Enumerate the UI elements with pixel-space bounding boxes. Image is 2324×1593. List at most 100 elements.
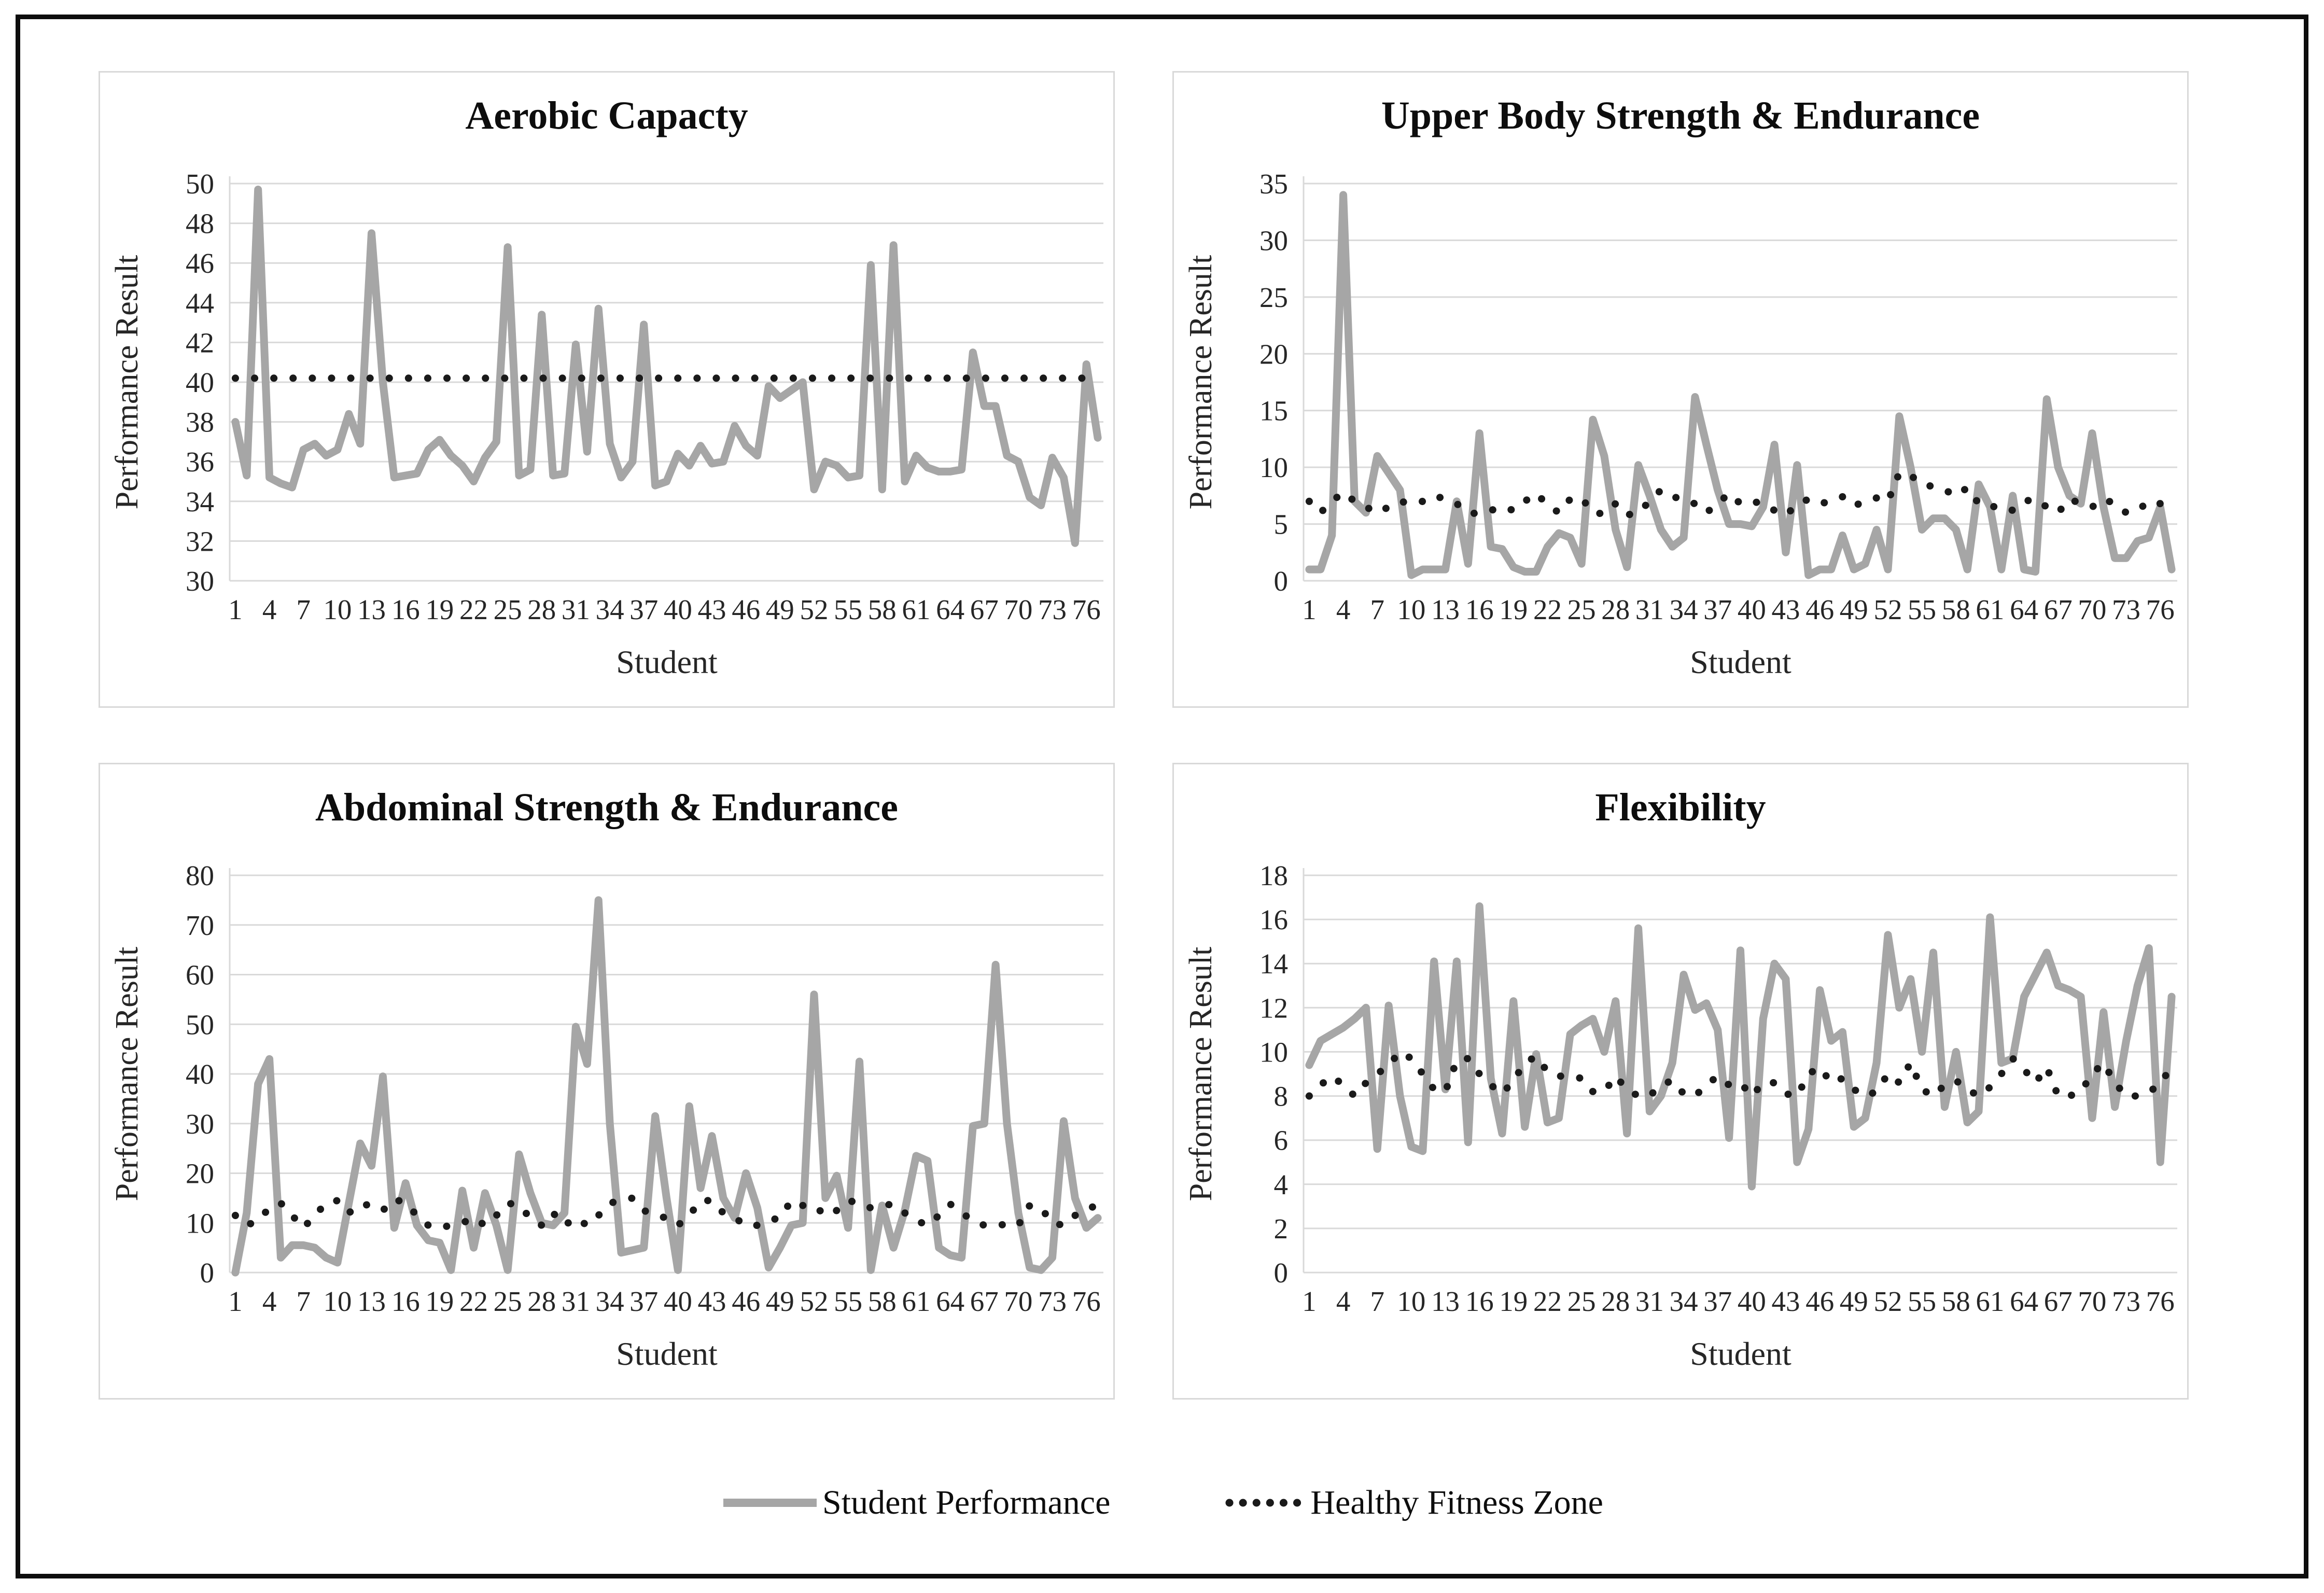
x-tick-label: 31	[1635, 594, 1664, 625]
y-tick-label: 0	[1274, 1257, 1289, 1289]
y-tick-label: 20	[186, 1158, 214, 1190]
x-tick-label: 70	[2078, 1285, 2106, 1317]
x-tick-label: 16	[1465, 1285, 1494, 1317]
y-tick-label: 6	[1274, 1125, 1289, 1156]
y-axis-title: Performance Result	[1183, 947, 1219, 1201]
x-tick-label: 40	[664, 1285, 692, 1317]
x-tick-label: 49	[766, 594, 794, 625]
x-tick-label: 58	[1942, 1285, 1970, 1317]
y-tick-label: 20	[1259, 338, 1288, 370]
y-tick-label: 10	[186, 1207, 214, 1239]
healthy-fitness-zone-line	[1305, 469, 2176, 519]
y-tick-label: 12	[1259, 992, 1288, 1024]
y-tick-label: 0	[1274, 565, 1289, 597]
x-tick-label: 58	[868, 594, 897, 625]
y-tick-label: 2	[1274, 1213, 1289, 1245]
x-tick-label: 10	[1397, 1285, 1425, 1317]
x-tick-label: 28	[1601, 1285, 1630, 1317]
x-tick-label: 13	[1431, 594, 1460, 625]
y-tick-label: 50	[186, 1009, 214, 1040]
gray-line-swatch-icon	[723, 1499, 817, 1507]
student-performance-line	[231, 186, 1102, 547]
x-tick-label: 4	[262, 594, 276, 625]
y-tick-label: 36	[186, 446, 214, 478]
y-tick-label: 60	[186, 959, 214, 991]
x-tick-label: 76	[1072, 1285, 1101, 1317]
x-tick-label: 28	[1601, 594, 1630, 625]
x-tick-label: 34	[596, 1285, 624, 1317]
x-tick-label: 64	[2010, 1285, 2038, 1317]
x-tick-label: 70	[1004, 594, 1032, 625]
x-tick-label: 1	[1302, 1285, 1317, 1317]
student-performance-line	[1305, 902, 2176, 1191]
y-tick-label: 30	[186, 565, 214, 597]
y-axis-title: Performance Result	[1183, 255, 1219, 510]
legend-label: Student Performance	[822, 1484, 1111, 1521]
x-tick-label: 37	[629, 594, 658, 625]
x-tick-label: 70	[2078, 594, 2106, 625]
x-tick-label: 52	[800, 1285, 829, 1317]
student-performance-line	[231, 896, 1102, 1277]
y-tick-label: 15	[1259, 395, 1288, 427]
y-tick-label: 46	[186, 247, 214, 279]
x-tick-label: 13	[357, 594, 386, 625]
y-tick-label: 80	[186, 860, 214, 891]
y-tick-label: 10	[1259, 452, 1288, 483]
x-axis-title: Student	[616, 644, 718, 680]
x-tick-label: 25	[1567, 594, 1596, 625]
x-tick-label: 19	[425, 1285, 454, 1317]
x-tick-label: 28	[527, 594, 556, 625]
x-tick-label: 37	[1703, 594, 1732, 625]
x-tick-label: 61	[902, 594, 930, 625]
x-tick-label: 58	[1942, 594, 1970, 625]
x-tick-label: 25	[1567, 1285, 1596, 1317]
x-tick-label: 67	[2044, 1285, 2073, 1317]
chart-title: Aerobic Capacty	[465, 94, 748, 137]
y-tick-label: 70	[186, 910, 214, 941]
legend-item-healthy-fitness-zone: Healthy Fitness Zone	[1224, 1483, 1603, 1522]
healthy-fitness-zone-line	[1305, 1048, 2176, 1100]
x-tick-label: 13	[1431, 1285, 1460, 1317]
x-tick-label: 64	[2010, 594, 2038, 625]
x-tick-label: 40	[1738, 594, 1766, 625]
x-tick-label: 31	[562, 594, 590, 625]
x-tick-label: 49	[1840, 1285, 1868, 1317]
x-tick-label: 76	[1072, 594, 1101, 625]
y-tick-label: 44	[186, 287, 214, 319]
x-tick-label: 40	[1738, 1285, 1766, 1317]
y-tick-label: 35	[1259, 168, 1288, 200]
y-tick-label: 42	[186, 327, 214, 358]
x-tick-label: 37	[629, 1285, 658, 1317]
x-tick-label: 7	[296, 1285, 311, 1317]
chart-title: Abdominal Strength & Endurance	[315, 786, 898, 829]
x-tick-label: 4	[1336, 1285, 1351, 1317]
x-tick-label: 22	[459, 594, 488, 625]
x-tick-label: 13	[357, 1285, 386, 1317]
x-tick-label: 43	[698, 594, 726, 625]
healthy-fitness-zone-line	[231, 1194, 1102, 1232]
x-tick-label: 16	[391, 1285, 420, 1317]
x-tick-label: 64	[936, 1285, 964, 1317]
x-tick-label: 25	[494, 1285, 522, 1317]
chart-panel-flexibility: Flexibility 0 2 4 6 8 10 12 14 16 18 1 4 7 10 13 16 19 22…	[1172, 763, 2189, 1400]
x-tick-label: 43	[1772, 1285, 1800, 1317]
x-tick-label: 28	[527, 1285, 556, 1317]
x-tick-label: 61	[902, 1285, 930, 1317]
y-axis-title: Performance Result	[109, 255, 145, 510]
x-axis-title: Student	[1690, 644, 1791, 680]
x-tick-label: 76	[2146, 1285, 2175, 1317]
x-tick-label: 76	[2146, 594, 2175, 625]
x-tick-label: 10	[1397, 594, 1425, 625]
x-tick-label: 31	[1635, 1285, 1664, 1317]
y-tick-label: 25	[1259, 282, 1288, 313]
x-tick-label: 52	[800, 594, 829, 625]
x-tick-label: 55	[1908, 594, 1936, 625]
x-tick-label: 4	[262, 1285, 276, 1317]
x-tick-label: 22	[459, 1285, 488, 1317]
y-axis-title: Performance Result	[109, 947, 145, 1201]
x-tick-label: 7	[1370, 594, 1384, 625]
x-tick-label: 34	[596, 594, 624, 625]
